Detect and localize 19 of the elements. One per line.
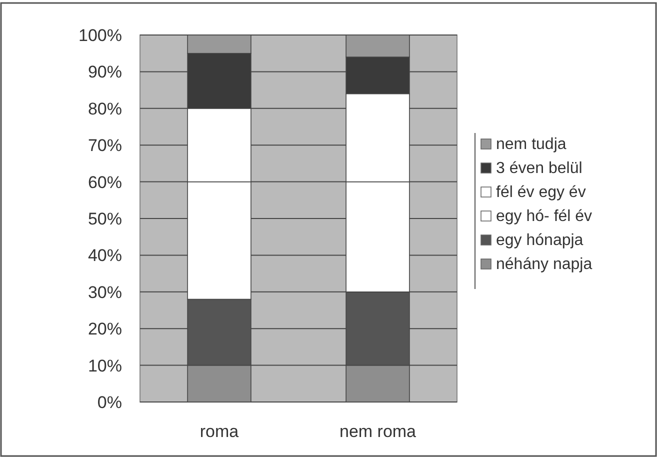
legend-label: néhány napja [496,256,592,273]
x-tick-label: nem roma [339,422,417,441]
legend-label: nem tudja [496,136,566,153]
y-tick-label: 20% [88,320,122,339]
y-tick-label: 30% [88,282,122,302]
legend-label: fél év egy év [496,184,586,201]
y-tick-label: 80% [88,99,122,118]
legend-label: egy hó- fél év [496,208,592,225]
legend-label: egy hónapja [496,232,584,249]
legend-label: 3 éven belül [496,160,582,177]
y-tick-label: 100% [78,26,122,45]
y-tick-label: 40% [88,246,122,266]
y-tick-label: 70% [88,136,122,156]
y-tick-label: 50% [88,209,122,228]
x-tick-label: roma [200,422,240,441]
y-tick-label: 0% [97,392,122,412]
y-tick-label: 10% [88,356,122,376]
y-tick-label: 90% [88,62,122,82]
y-tick-label: 60% [88,172,122,192]
